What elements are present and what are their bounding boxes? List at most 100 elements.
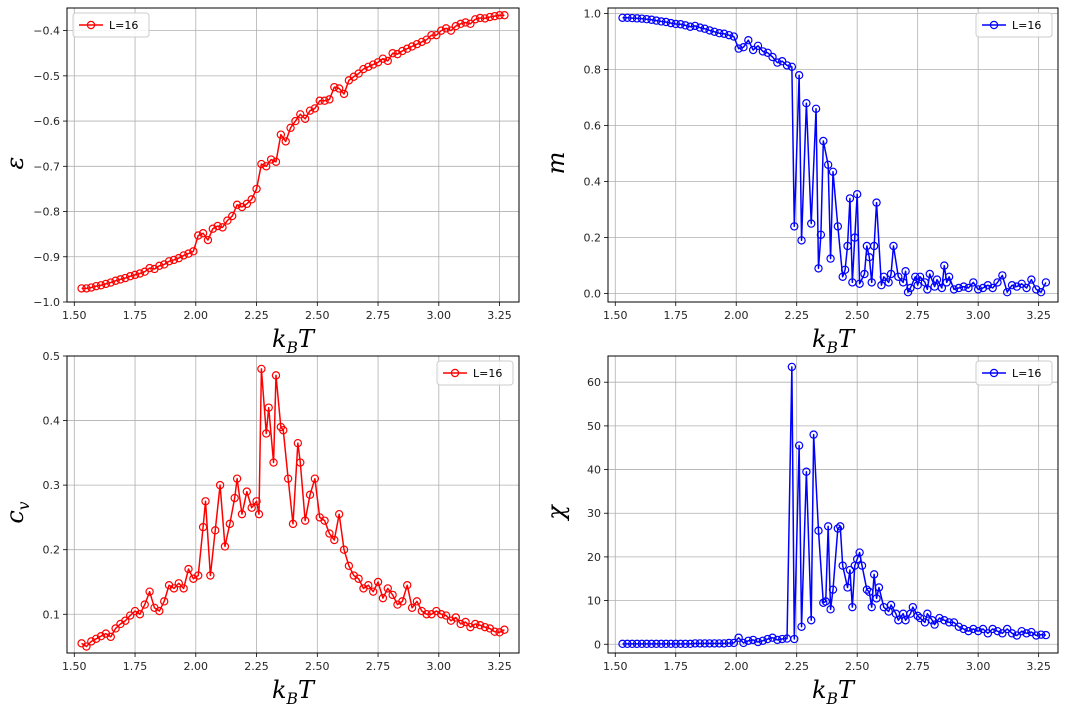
data-point bbox=[838, 561, 847, 570]
data-point bbox=[1012, 282, 1022, 291]
data-point bbox=[451, 613, 461, 622]
x-tick-label: 3.00 bbox=[966, 660, 991, 673]
data-point bbox=[1022, 283, 1031, 293]
data-point bbox=[686, 22, 695, 31]
data-point bbox=[471, 15, 480, 24]
y-tick-label: 0.4 bbox=[43, 415, 61, 428]
x-tick-label: 2.25 bbox=[244, 660, 269, 673]
y-tick-label: −0.8 bbox=[33, 206, 60, 219]
data-point bbox=[889, 241, 898, 251]
data-point bbox=[814, 264, 823, 273]
data-point bbox=[412, 597, 422, 606]
data-point bbox=[184, 249, 193, 258]
data-point bbox=[257, 159, 266, 169]
y-tick-label: 60 bbox=[587, 376, 601, 389]
data-point bbox=[111, 276, 120, 285]
y-tick-label: 0 bbox=[594, 638, 601, 651]
y-axis-label: cv bbox=[1, 501, 33, 523]
x-tick-label: 2.50 bbox=[305, 309, 330, 322]
y-tick-label: −1.0 bbox=[33, 296, 60, 309]
data-point bbox=[964, 626, 973, 636]
data-point bbox=[855, 279, 864, 288]
data-point bbox=[1032, 631, 1041, 640]
data-point bbox=[940, 261, 949, 270]
data-point bbox=[225, 519, 235, 529]
data-point bbox=[647, 639, 656, 649]
y-tick-label: 0.6 bbox=[584, 120, 602, 133]
data-point bbox=[262, 429, 271, 438]
data-point bbox=[271, 157, 281, 166]
x-tick-label: 2.75 bbox=[905, 660, 930, 673]
data-point bbox=[495, 11, 504, 20]
data-point bbox=[160, 597, 169, 606]
data-point bbox=[184, 564, 193, 574]
y-tick-label: 20 bbox=[587, 551, 601, 564]
data-point bbox=[753, 41, 763, 51]
data-point bbox=[271, 371, 281, 380]
y-tick-label: −0.7 bbox=[33, 160, 60, 173]
data-point bbox=[988, 624, 997, 634]
data-point bbox=[949, 285, 959, 294]
data-point bbox=[135, 610, 145, 619]
data-point bbox=[407, 603, 417, 613]
x-tick-label: 2.50 bbox=[845, 660, 870, 673]
data-point bbox=[877, 281, 886, 290]
data-point bbox=[719, 29, 729, 38]
data-point bbox=[456, 19, 465, 29]
data-point bbox=[364, 581, 373, 590]
data-point bbox=[82, 642, 91, 651]
data-point bbox=[787, 362, 797, 372]
data-point bbox=[739, 638, 748, 648]
data-point bbox=[763, 634, 772, 644]
data-point bbox=[432, 30, 441, 40]
legend-box bbox=[72, 12, 150, 38]
data-point bbox=[91, 281, 101, 291]
legend: L=16 bbox=[72, 12, 150, 38]
data-point bbox=[461, 18, 470, 27]
data-point bbox=[96, 281, 106, 290]
data-point bbox=[777, 634, 787, 644]
x-tick-label: 2.75 bbox=[905, 309, 930, 322]
data-point bbox=[879, 272, 889, 281]
data-point bbox=[978, 283, 988, 293]
data-point bbox=[923, 285, 932, 294]
data-point bbox=[451, 21, 461, 31]
data-point bbox=[456, 619, 465, 629]
data-point bbox=[125, 272, 135, 281]
data-point bbox=[364, 62, 373, 72]
data-point bbox=[744, 636, 753, 645]
y-tick-label: 0.4 bbox=[584, 176, 602, 189]
data-point bbox=[437, 26, 446, 35]
data-point bbox=[978, 624, 988, 634]
data-point bbox=[208, 224, 218, 233]
data-point bbox=[164, 257, 174, 266]
data-point bbox=[230, 493, 239, 503]
data-point bbox=[218, 223, 227, 232]
data-point bbox=[850, 233, 859, 242]
data-point bbox=[252, 184, 261, 194]
data-point bbox=[642, 15, 651, 24]
data-point bbox=[383, 584, 392, 593]
data-point bbox=[203, 235, 213, 245]
data-point bbox=[794, 441, 804, 450]
legend-label: L=16 bbox=[109, 19, 138, 32]
data-point bbox=[826, 254, 835, 263]
data-point bbox=[300, 516, 310, 525]
y-tick-label: −0.5 bbox=[33, 70, 60, 83]
data-point bbox=[296, 458, 305, 467]
data-point bbox=[867, 602, 876, 612]
data-point bbox=[257, 364, 266, 374]
data-point bbox=[471, 619, 480, 629]
data-point bbox=[169, 255, 179, 265]
data-point bbox=[790, 634, 799, 644]
data-point bbox=[490, 11, 499, 21]
legend-marker bbox=[450, 368, 460, 378]
panel-specific_heat: 1.50 1.75 2.00 2.25 2.50 2.75 3.00 3.25 0.1 0.2 0.… bbox=[1, 350, 520, 708]
data-point bbox=[862, 585, 872, 594]
data-point bbox=[715, 29, 724, 38]
data-point bbox=[964, 283, 973, 293]
x-tick-label: 2.50 bbox=[305, 660, 330, 673]
x-axis-label: kBT bbox=[812, 676, 856, 708]
data-point bbox=[763, 48, 772, 58]
data-point bbox=[437, 610, 446, 619]
